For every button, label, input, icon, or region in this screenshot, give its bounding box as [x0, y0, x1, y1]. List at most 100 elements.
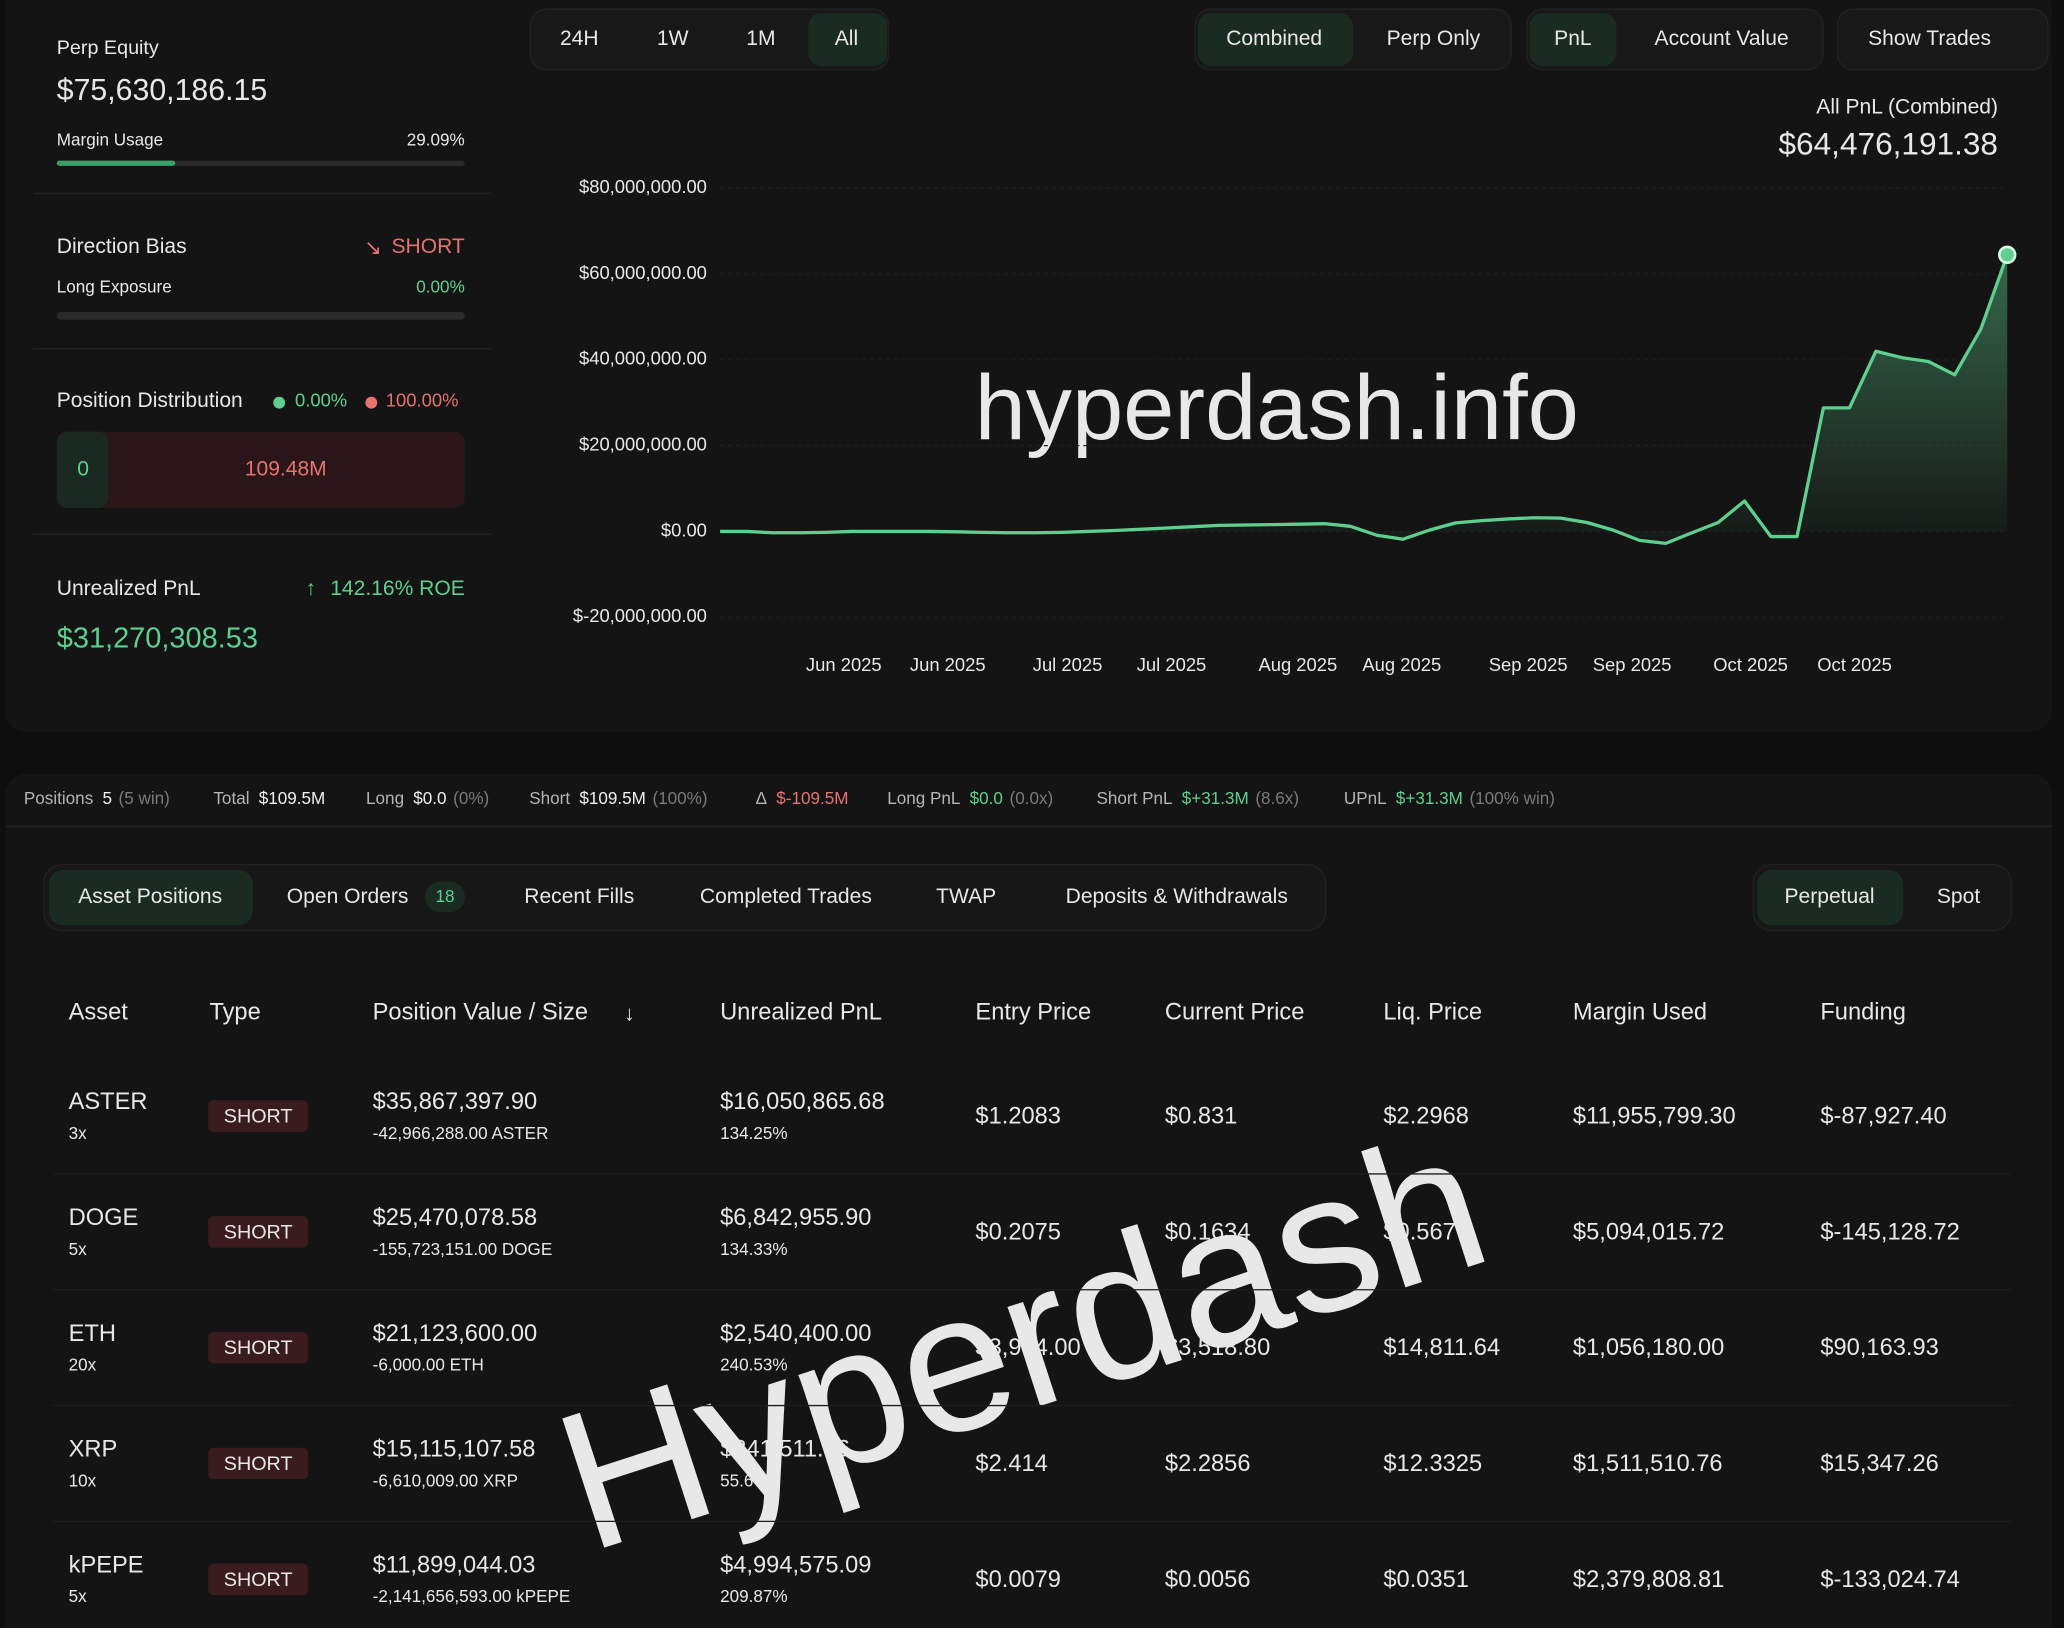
tab[interactable]: TWAP — [936, 885, 996, 908]
stat-label: Short — [529, 788, 570, 807]
cell: $1.2083 — [975, 1104, 1061, 1130]
stat-label: Δ — [756, 788, 767, 807]
column-header: Funding — [1820, 1000, 1906, 1026]
column-header: Asset — [69, 1000, 129, 1026]
x-tick-label: Jul 2025 — [1137, 654, 1207, 675]
value: $75,630,186.15 — [57, 74, 267, 107]
tab[interactable]: Perpetual — [1784, 885, 1874, 908]
tab[interactable]: Spot — [1937, 885, 1980, 908]
cell: $0.0351 — [1383, 1567, 1469, 1593]
funding: $15,347.26 — [1820, 1451, 1938, 1477]
stat-note: (0.0x) — [1010, 788, 1054, 807]
upnl-pct: 55.67% — [720, 1471, 778, 1490]
cell: $2.414 — [975, 1451, 1047, 1477]
position-size: -42,966,288.00 ASTER — [373, 1124, 549, 1143]
upnl-pct: 134.33% — [720, 1240, 787, 1259]
stat-label: Positions — [24, 788, 93, 807]
asset[interactable]: ETH — [69, 1321, 116, 1347]
upnl-pct: 209.87% — [720, 1587, 787, 1606]
active-tab — [1197, 13, 1354, 66]
y-tick-label: $20,000,000.00 — [579, 433, 707, 454]
tab[interactable]: 1M — [746, 27, 775, 50]
upnl-pct: 134.25% — [720, 1124, 787, 1143]
tab[interactable]: Open Orders — [287, 885, 409, 908]
bar-long — [56, 431, 109, 509]
tab[interactable]: Combined — [1226, 27, 1322, 50]
x-tick-label: Jun 2025 — [806, 654, 882, 675]
show-trades[interactable]: Show Trades — [1868, 27, 1991, 50]
stat: UPnL $+31.3M (100% win) — [1344, 788, 1555, 807]
label: Margin Usage — [57, 130, 163, 149]
stat: Long PnL $0.0 (0.0x) — [887, 788, 1053, 807]
cell: $0.0056 — [1165, 1567, 1251, 1593]
label: Direction Bias — [57, 235, 187, 258]
tab[interactable]: Recent Fills — [524, 885, 634, 908]
position-size: -6,610,009.00 XRP — [373, 1471, 518, 1490]
stat-value: $109.5M — [259, 788, 326, 807]
tab[interactable]: Completed Trades — [700, 885, 872, 908]
badge-count: 18 — [436, 887, 455, 906]
column-header: Entry Price — [975, 1000, 1091, 1026]
tab[interactable]: Asset Positions — [78, 885, 222, 908]
type: SHORT — [224, 1106, 293, 1128]
position-size: -155,723,151.00 DOGE — [373, 1240, 553, 1259]
icon: ↑ — [306, 577, 317, 600]
button[interactable] — [1836, 8, 2049, 71]
column-header: Current Price — [1165, 1000, 1304, 1026]
position-value: $11,899,044.03 — [373, 1552, 536, 1578]
x-tick-label: Aug 2025 — [1258, 654, 1337, 675]
x-tick-label: Oct 2025 — [1817, 654, 1892, 675]
position-value: $15,115,107.58 — [373, 1437, 536, 1463]
tab[interactable]: PnL — [1554, 27, 1591, 50]
type: SHORT — [224, 1569, 293, 1591]
stat-value: $0.0 — [970, 788, 1003, 807]
value: 0.00% — [416, 278, 464, 297]
bar-fill — [56, 160, 176, 166]
upnl-pct: 240.53% — [720, 1356, 787, 1375]
leverage: 10x — [69, 1471, 97, 1490]
stat-note: (8.6x) — [1255, 788, 1299, 807]
funding: $-145,128.72 — [1820, 1219, 1960, 1245]
asset[interactable]: XRP — [69, 1437, 118, 1463]
tab-group — [42, 864, 1327, 932]
y-tick-label: $40,000,000.00 — [579, 348, 707, 369]
cell: $2,379,808.81 — [1573, 1567, 1724, 1593]
x-tick-label: Aug 2025 — [1362, 654, 1441, 675]
tab[interactable]: Deposits & Withdrawals — [1066, 885, 1288, 908]
value: 29.09% — [407, 130, 465, 149]
funding: $-133,024.74 — [1820, 1567, 1960, 1593]
label: Position Distribution — [57, 389, 243, 412]
asset[interactable]: kPEPE — [69, 1552, 144, 1578]
label: Long Exposure — [57, 278, 172, 297]
value: 0.00% — [295, 389, 347, 410]
asset[interactable]: ASTER — [69, 1089, 148, 1115]
stat-value: $-109.5M — [776, 788, 848, 807]
stat: Short PnL $+31.3M (8.6x) — [1096, 788, 1299, 807]
tab[interactable]: All — [835, 27, 858, 50]
active-tab — [808, 13, 888, 66]
cell: $12.3325 — [1383, 1451, 1482, 1477]
tab[interactable]: Perp Only — [1387, 27, 1481, 50]
cell: $3,944.00 — [975, 1335, 1080, 1361]
cell: $0.567 — [1383, 1219, 1455, 1245]
stat-note: (0%) — [453, 788, 489, 807]
asset[interactable]: DOGE — [69, 1205, 139, 1231]
stat: Total $109.5M — [213, 788, 325, 807]
column-header[interactable]: Position Value / Size — [373, 1000, 588, 1026]
stat-value: 5 — [102, 788, 112, 807]
chart-headline: $64,476,191.38 — [1778, 125, 1998, 161]
label: Perp Equity — [57, 37, 159, 59]
value: SHORT — [391, 235, 464, 258]
stat-label: Total — [213, 788, 249, 807]
tab[interactable]: Account Value — [1655, 27, 1789, 50]
tab[interactable]: 1W — [657, 27, 689, 50]
leverage: 20x — [69, 1356, 97, 1375]
y-tick-label: $60,000,000.00 — [579, 262, 707, 283]
cell: $11,955,799.30 — [1573, 1104, 1736, 1130]
tab[interactable]: 24H — [560, 27, 599, 50]
cell: $0.0079 — [975, 1567, 1061, 1593]
stat-label: Long — [366, 788, 404, 807]
dot — [273, 396, 286, 409]
position-size: -6,000.00 ETH — [373, 1356, 484, 1375]
